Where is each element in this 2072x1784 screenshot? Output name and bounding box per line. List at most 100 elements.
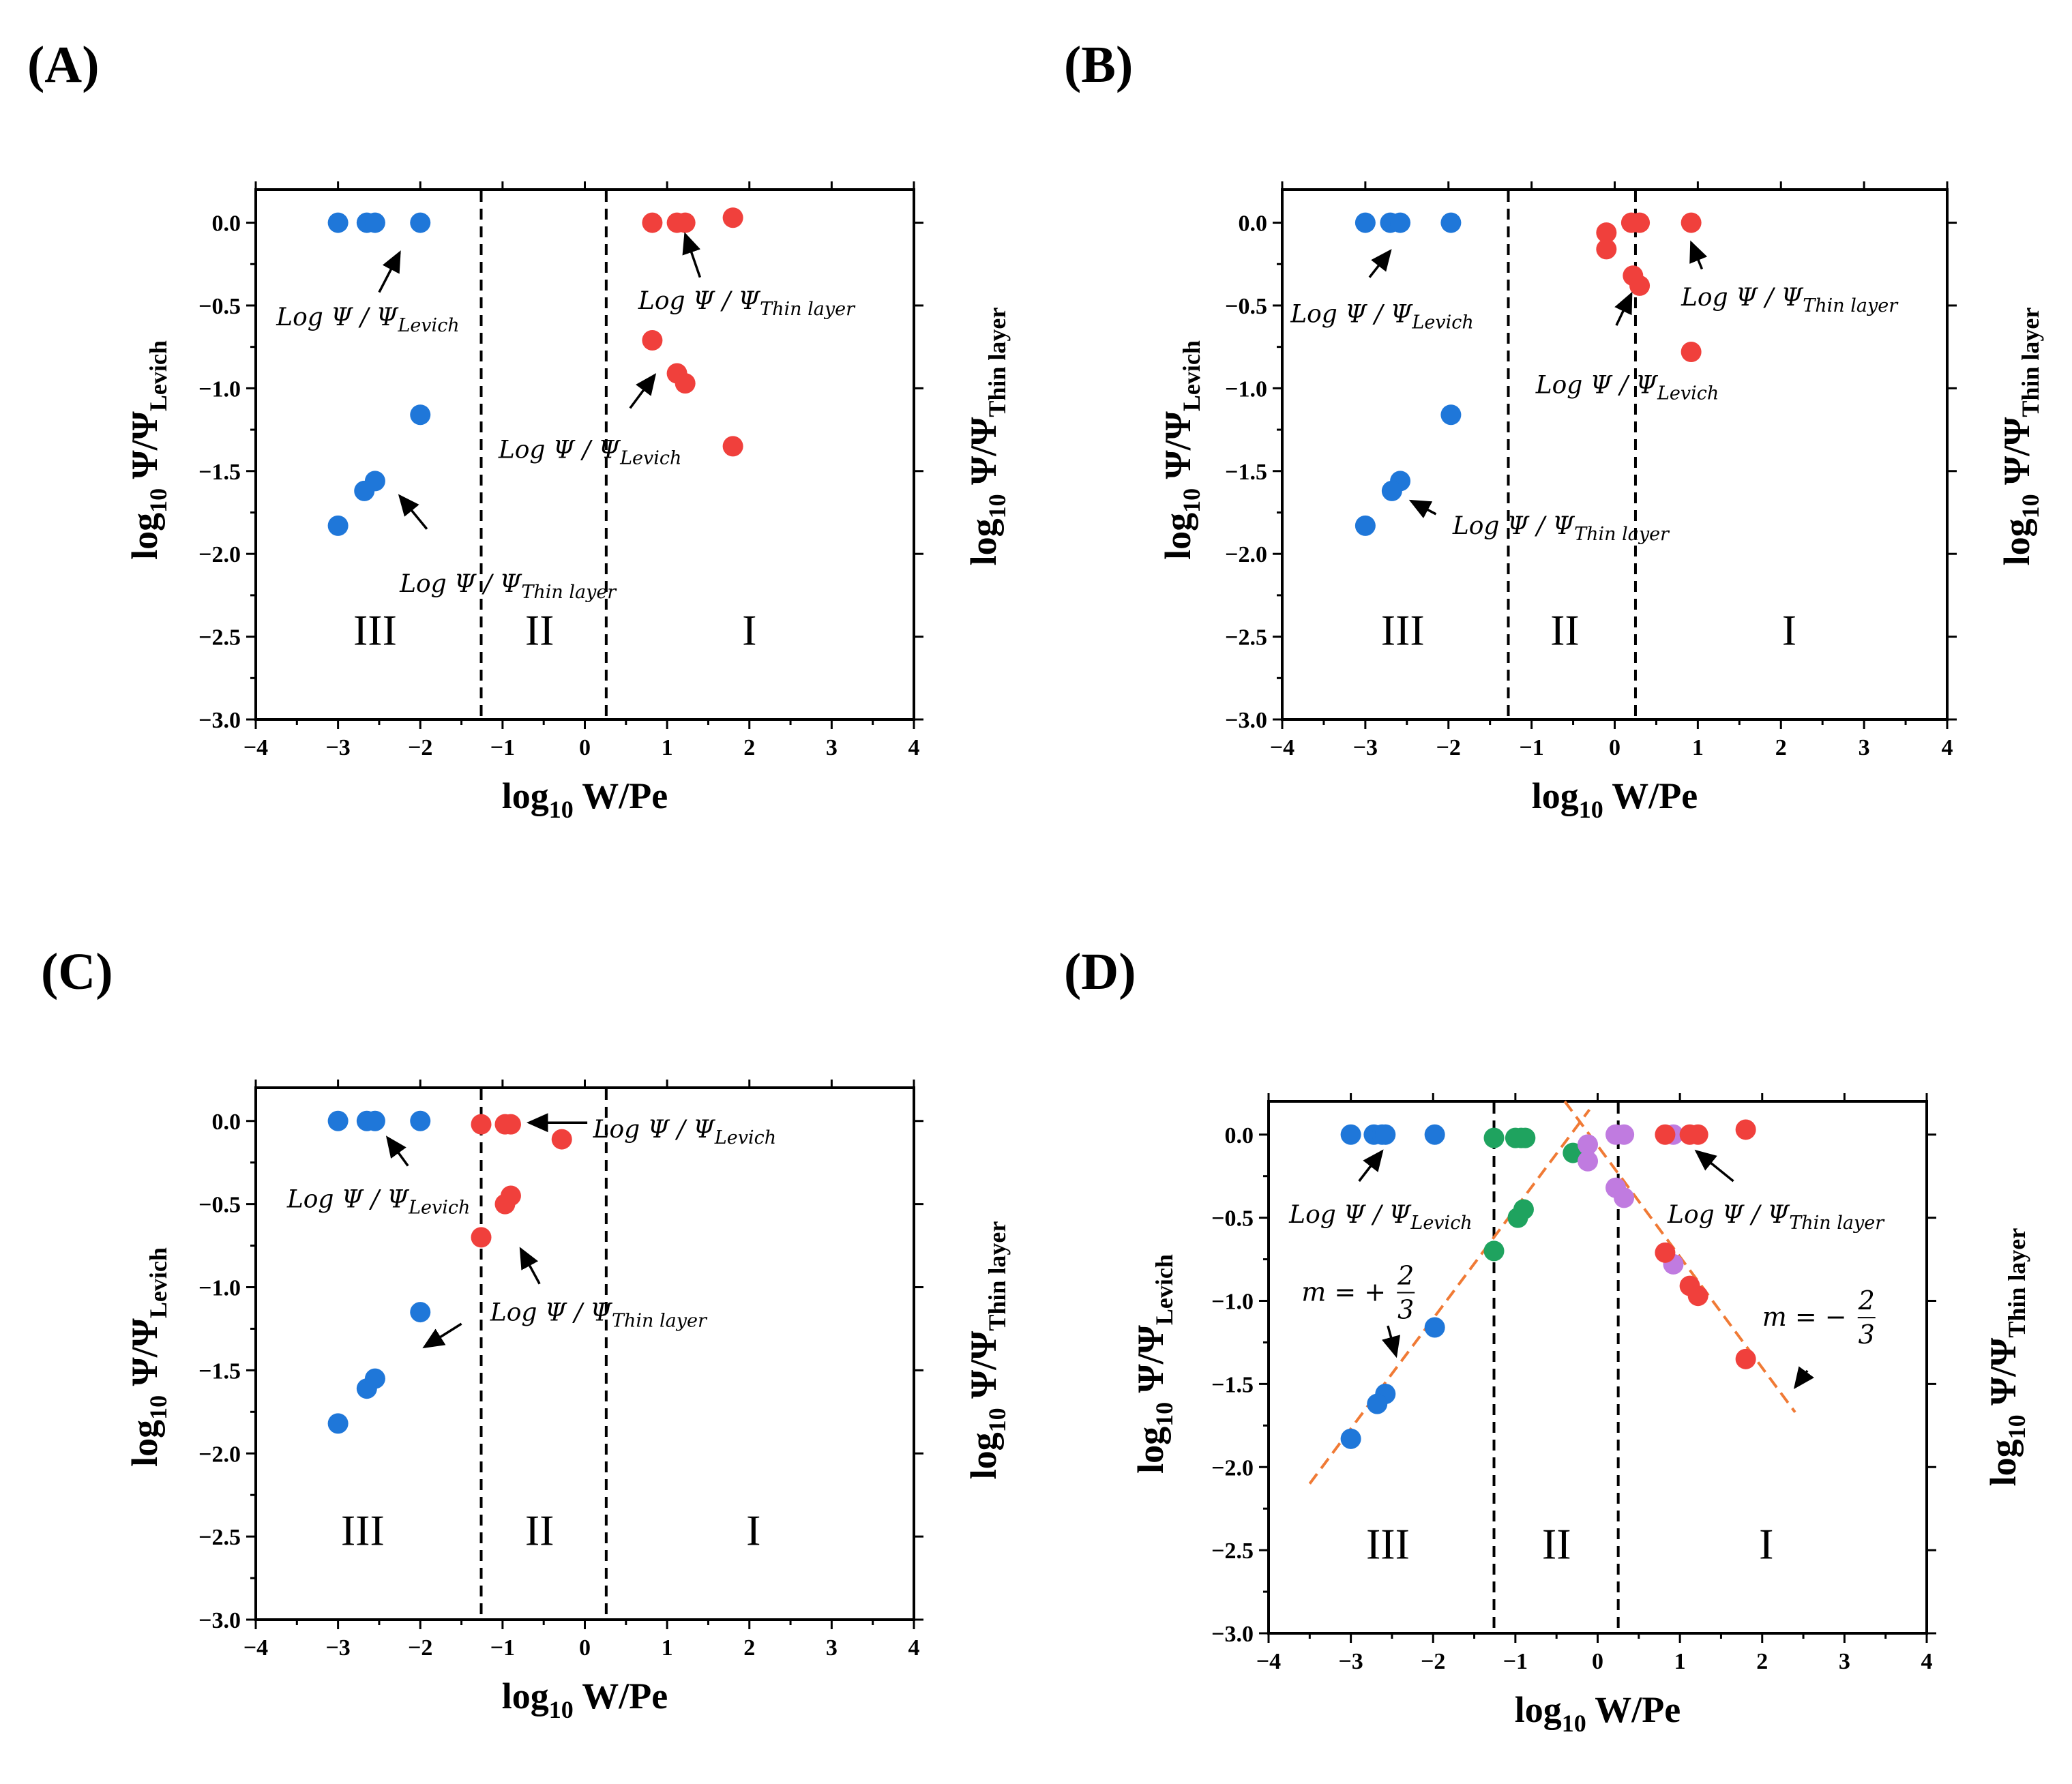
x-tick-label: −4 xyxy=(243,735,268,760)
annotation-label: Log Ψ / ΨLevich xyxy=(1535,372,1719,404)
annotation-arrow xyxy=(1614,291,1633,326)
data-point-red xyxy=(1687,1124,1708,1145)
x-tick-label: −1 xyxy=(1519,735,1543,760)
y-tick-label: −2.0 xyxy=(198,542,241,567)
x-tick-label: −3 xyxy=(1353,735,1378,760)
data-point-green xyxy=(1483,1127,1505,1148)
data-point-blue xyxy=(1355,515,1376,536)
y-tick-label: −2.5 xyxy=(1225,625,1267,651)
x-tick-label: 2 xyxy=(743,735,755,760)
data-point-blue xyxy=(1355,212,1376,233)
slope-numerator: 2 xyxy=(1858,1285,1875,1315)
data-point-red xyxy=(500,1185,521,1206)
region-label: II xyxy=(1542,1519,1571,1568)
y-tick-label: −3.0 xyxy=(198,1608,241,1633)
data-point-blue xyxy=(1367,1393,1388,1414)
annotation-label: Log Ψ / ΨThin layer xyxy=(1667,1201,1885,1234)
data-point-red xyxy=(1655,1242,1676,1263)
slope-label: m = − xyxy=(1762,1302,1847,1332)
data-point-blue xyxy=(1390,212,1411,233)
data-point-blue xyxy=(356,1378,377,1399)
region-label: I xyxy=(1782,606,1796,655)
region-label: I xyxy=(746,1506,760,1554)
y-tick-label: −2.5 xyxy=(198,1525,241,1550)
y2-axis-label: log10 Ψ/ΨThin layer xyxy=(963,1221,1011,1480)
region-label: III xyxy=(353,606,397,655)
data-point-green xyxy=(1513,1199,1534,1220)
y-tick-label: −1.5 xyxy=(198,1358,241,1384)
panel-b: (B) −4 −3 −2 −1 0 1 2 3 4 0.0 −0.5 −1.0 −1.5 −2.0 −2.5 −… xyxy=(1064,36,2044,823)
x-tick-label: −4 xyxy=(243,1635,268,1661)
data-point-red xyxy=(1681,212,1702,233)
x-tick-label: 3 xyxy=(1839,1649,1850,1674)
data-point-blue xyxy=(1340,1124,1361,1145)
data-point-blue xyxy=(1424,1317,1445,1338)
data-point-blue xyxy=(364,1110,385,1131)
y-tick-label: −2.0 xyxy=(1211,1455,1254,1481)
data-point-blue xyxy=(1381,480,1402,501)
data-point-purple xyxy=(1578,1150,1599,1172)
y-axis-label: log10 Ψ/ΨLevich xyxy=(124,1247,172,1467)
x-tick-label: −3 xyxy=(1338,1649,1363,1674)
region-label: III xyxy=(341,1506,385,1554)
y-tick-label: −0.5 xyxy=(198,294,241,319)
y-tick-label: −1.5 xyxy=(1225,460,1267,485)
annotation-label: Log Ψ / ΨLevich xyxy=(593,1116,777,1148)
data-point-blue xyxy=(1440,212,1462,233)
annotation-arrow xyxy=(378,250,401,293)
data-point-red xyxy=(551,1129,572,1150)
annotation-arrow xyxy=(1382,1325,1401,1358)
y-tick-label: −0.5 xyxy=(1211,1206,1254,1232)
annotation-arrow xyxy=(1793,1366,1814,1390)
y-tick-label: 0.0 xyxy=(212,211,241,237)
data-point-blue xyxy=(410,1110,431,1131)
data-point-red xyxy=(1687,1285,1708,1307)
data-point-blue xyxy=(410,1302,431,1323)
y-tick-label: −3.0 xyxy=(1225,708,1267,733)
data-point-green xyxy=(1515,1127,1536,1148)
data-point-purple xyxy=(1578,1134,1599,1155)
data-point-blue xyxy=(1340,1428,1361,1449)
y-tick-label: −1.5 xyxy=(198,460,241,485)
x-tick-label: 1 xyxy=(662,735,673,760)
x-tick-label: 1 xyxy=(1674,1649,1686,1674)
x-tick-label: 2 xyxy=(1775,735,1787,760)
y-axis-label: log10 Ψ/ΨLevich xyxy=(124,340,172,560)
slope-denominator: 3 xyxy=(1859,1320,1875,1350)
annotation-arrow xyxy=(422,1322,462,1349)
data-point-red xyxy=(471,1114,492,1135)
region-label: III xyxy=(1366,1519,1410,1568)
x-tick-label: −2 xyxy=(1421,1649,1445,1674)
x-tick-label: −1 xyxy=(490,1635,515,1661)
annotation-arrow xyxy=(1694,1149,1734,1183)
x-tick-label: 1 xyxy=(662,1635,673,1661)
x-axis-label: log10 W/Pe xyxy=(1515,1689,1681,1737)
annotation-label: Log Ψ / ΨThin layer xyxy=(1681,284,1899,316)
data-point-green xyxy=(1483,1240,1505,1262)
y-tick-label: −3.0 xyxy=(1211,1622,1254,1647)
x-tick-label: 0 xyxy=(1609,735,1620,760)
y-tick-label: −1.0 xyxy=(198,376,241,402)
panel-label: (A) xyxy=(27,36,100,93)
data-point-blue xyxy=(410,212,431,233)
slope-numerator: 2 xyxy=(1397,1261,1414,1291)
data-point-red xyxy=(471,1227,492,1248)
y-tick-label: −2.5 xyxy=(1211,1538,1254,1564)
annotation-label: Log Ψ / ΨLevich xyxy=(276,303,460,336)
annotation-arrow xyxy=(1358,1149,1384,1183)
annotation-arrow xyxy=(519,1247,541,1285)
y-tick-label: −2.0 xyxy=(1225,542,1267,567)
y-tick-label: 0.0 xyxy=(212,1110,241,1135)
x-tick-label: −3 xyxy=(325,735,350,760)
data-point-blue xyxy=(354,480,375,501)
data-point-red xyxy=(1596,239,1617,260)
annotation-label: Log Ψ / ΨLevich xyxy=(1288,1201,1472,1234)
panel-c: (C) −4 −3 −2 −1 0 1 2 3 4 0.0 −0.5 −1.0 −1.5 −2.0 −2.5 −… xyxy=(41,943,1011,1723)
y-axis-label: log10 Ψ/ΨLevich xyxy=(1157,340,1205,560)
y2-axis-label: log10 Ψ/ΨThin layer xyxy=(963,308,1011,566)
x-tick-label: 4 xyxy=(1942,735,1953,760)
annotation-label: Log Ψ / ΨLevich xyxy=(286,1186,471,1219)
y2-axis-label: log10 Ψ/ΨThin layer xyxy=(1996,308,2044,566)
annotation-label: Log Ψ / ΨThin layer xyxy=(490,1298,708,1331)
